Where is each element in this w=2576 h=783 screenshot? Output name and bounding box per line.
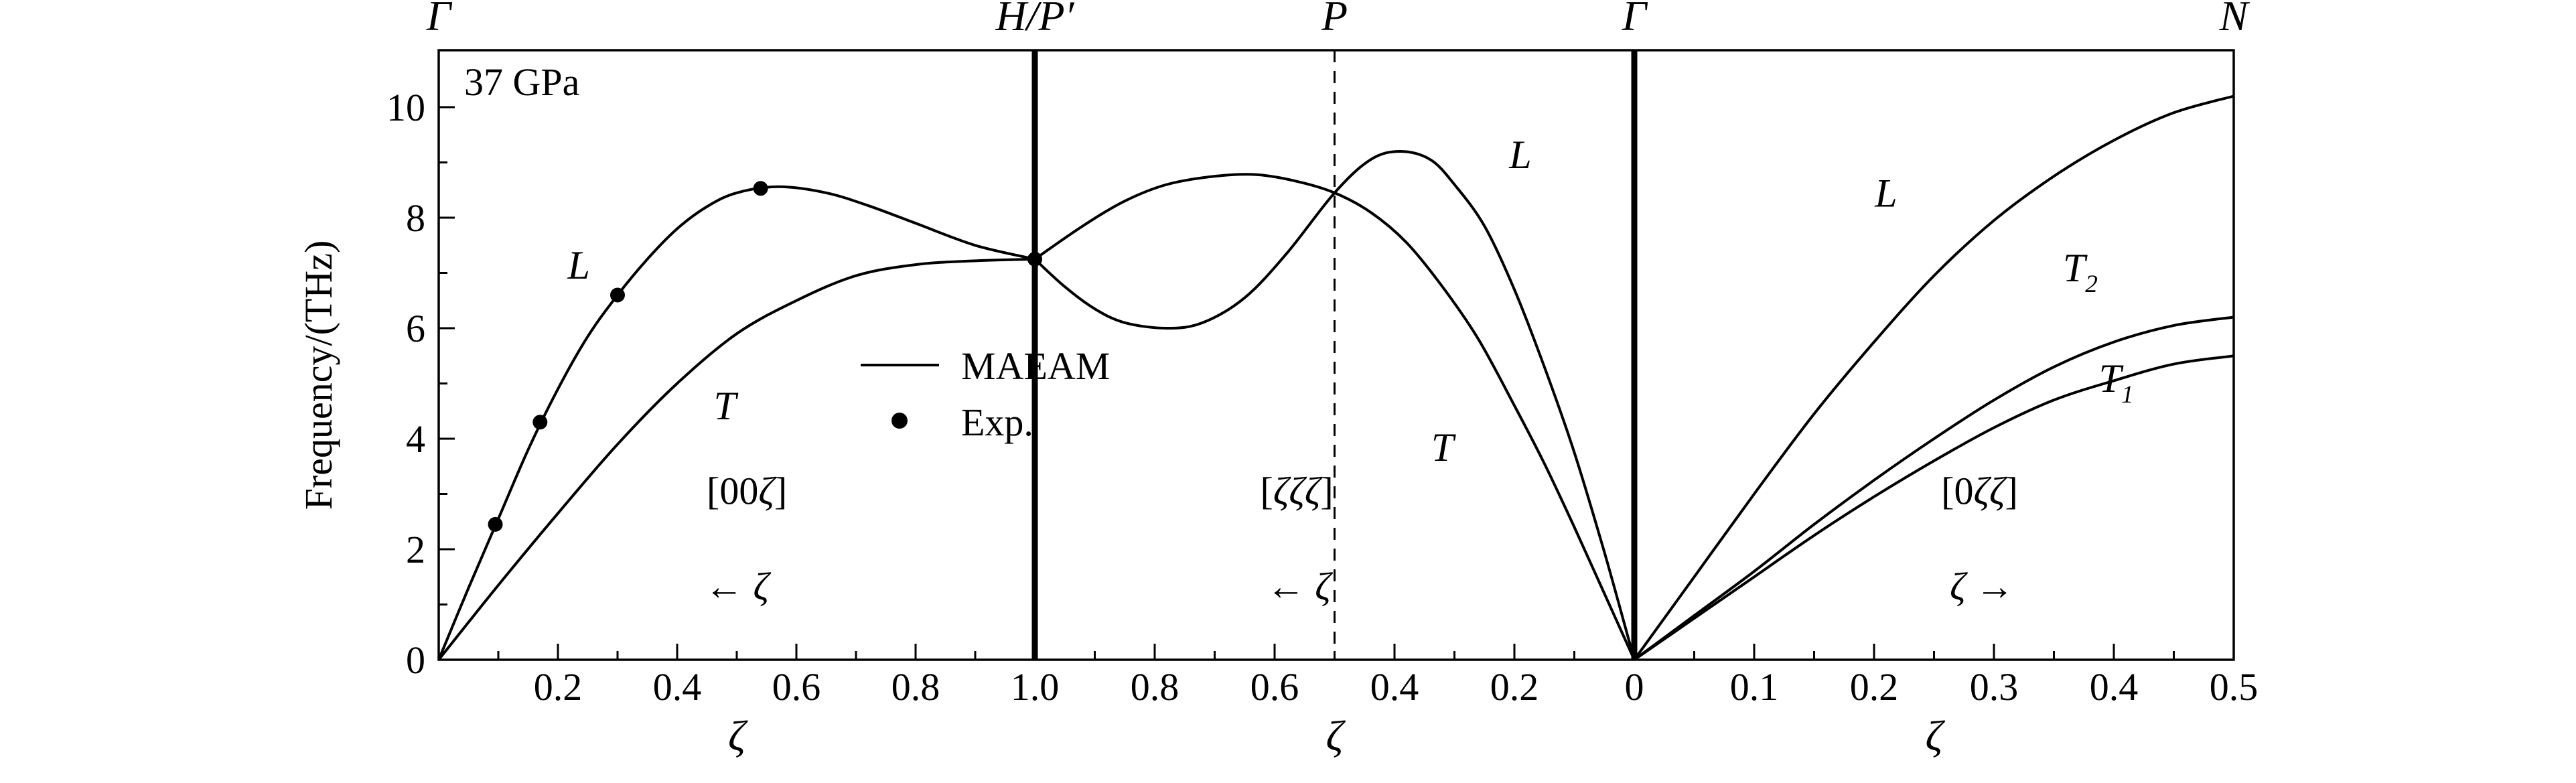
x-axis-label-panel3: ζ xyxy=(1926,712,1946,760)
x-tick-label-panel2-0.8: 0.8 xyxy=(1131,665,1179,709)
top-symmetry-label-0: Γ xyxy=(426,0,453,40)
direction-label-panel1: [00ζ] xyxy=(707,469,787,512)
y-tick-label-10: 10 xyxy=(386,86,425,129)
branch-label-panel3-T1: T1 xyxy=(2099,356,2134,409)
plot-frame xyxy=(437,49,2235,661)
y-tick-label-8: 8 xyxy=(406,196,425,240)
exp-data-point xyxy=(488,516,503,532)
x-tick-label-panel2-0.6: 0.6 xyxy=(1250,665,1299,709)
curve-panel3-T2 xyxy=(1633,315,2234,661)
x-tick-label-panel3-0.1: 0.1 xyxy=(1730,665,1779,709)
curve-panel2-T xyxy=(1033,173,1636,660)
y-tick-label-4: 4 xyxy=(406,417,425,461)
x-tick-label-panel1-1.0: 1.0 xyxy=(1011,665,1060,709)
x-tick-label-panel1-0.6: 0.6 xyxy=(772,665,821,709)
top-symmetry-label-1: H/P′ xyxy=(995,0,1074,40)
x-tick-label-panel3-0.2: 0.2 xyxy=(1850,665,1899,709)
legend-dot-sample xyxy=(891,413,908,429)
exp-data-point xyxy=(532,415,548,430)
curve-panel2-L xyxy=(1033,149,1636,660)
legend-label-maeam: MAEAM xyxy=(961,344,1110,388)
branch-label-panel2-L: L xyxy=(1508,133,1531,177)
direction-label-panel3: [0ζζ] xyxy=(1941,469,2018,512)
x-tick-label-panel1-0.8: 0.8 xyxy=(891,665,940,709)
branch-label-panel1-T: T xyxy=(714,384,739,428)
x-axis-label-panel2: ζ xyxy=(1326,712,1346,760)
x-tick-label-panel1-0.2: 0.2 xyxy=(534,665,583,709)
x-tick-label-panel2-0.2: 0.2 xyxy=(1490,665,1539,709)
branch-label-panel1-L: L xyxy=(567,243,589,287)
legend-label-exp: Exp. xyxy=(961,401,1033,444)
x-axis-label-panel1: ζ xyxy=(728,712,748,760)
exp-data-point xyxy=(1027,251,1042,267)
propagation-arrow-panel3: ζ → xyxy=(1950,565,2014,608)
x-tick-label-panel3-0.4: 0.4 xyxy=(2090,665,2139,709)
y-tick-label-2: 2 xyxy=(406,528,425,571)
top-symmetry-label-2: P xyxy=(1321,0,1348,40)
exp-data-point xyxy=(610,287,625,303)
propagation-arrow-panel1: ← ζ xyxy=(705,565,772,608)
top-symmetry-label-3: Γ xyxy=(1622,0,1648,40)
curve-panel3-L xyxy=(1633,94,2234,661)
exp-data-point xyxy=(753,181,768,196)
y-axis-title: Frequency/(THz) xyxy=(297,240,340,510)
x-tick-label-panel3-0: 0 xyxy=(1625,665,1644,709)
curve-panel1-T xyxy=(437,257,1035,661)
pressure-label: 37 GPa xyxy=(464,60,579,104)
x-tick-label-panel1-0.4: 0.4 xyxy=(653,665,702,709)
curve-panel1-L xyxy=(437,185,1035,660)
branch-label-panel2-T: T xyxy=(1431,425,1456,470)
direction-label-panel2: [ζζζ] xyxy=(1261,469,1334,512)
propagation-arrow-panel2: ← ζ xyxy=(1267,565,1334,608)
y-tick-label-0: 0 xyxy=(406,638,425,682)
y-tick-label-6: 6 xyxy=(406,307,425,350)
branch-label-panel3-L: L xyxy=(1874,171,1897,216)
branch-label-panel3-T2: T2 xyxy=(2063,246,2098,298)
curve-panel3-T1 xyxy=(1633,354,2234,661)
x-tick-label-panel2-0.4: 0.4 xyxy=(1370,665,1419,709)
x-tick-label-panel3-0.5: 0.5 xyxy=(2210,665,2259,709)
x-tick-label-panel3-0.3: 0.3 xyxy=(1970,665,2019,709)
top-symmetry-label-4: N xyxy=(2219,0,2250,40)
